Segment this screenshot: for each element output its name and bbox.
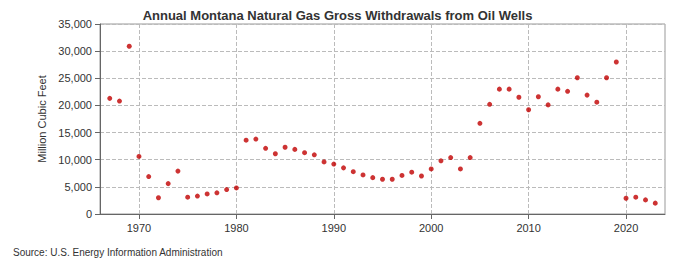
svg-text:1970: 1970 (127, 222, 151, 234)
svg-text:2000: 2000 (419, 222, 443, 234)
svg-text:0: 0 (86, 208, 92, 220)
svg-text:1990: 1990 (322, 222, 346, 234)
svg-text:15,000: 15,000 (58, 127, 92, 139)
svg-text:25,000: 25,000 (58, 72, 92, 84)
svg-text:5,000: 5,000 (64, 181, 92, 193)
svg-text:30,000: 30,000 (58, 45, 92, 57)
svg-text:Annual Montana Natural Gas Gro: Annual Montana Natural Gas Gross Withdra… (143, 8, 533, 23)
svg-text:35,000: 35,000 (58, 18, 92, 30)
svg-text:1980: 1980 (224, 222, 248, 234)
svg-text:2010: 2010 (516, 222, 540, 234)
svg-text:20,000: 20,000 (58, 99, 92, 111)
svg-text:Million Cubic Feet: Million Cubic Feet (36, 75, 48, 162)
svg-text:2020: 2020 (614, 222, 638, 234)
svg-text:10,000: 10,000 (58, 154, 92, 166)
svg-text:Source: U.S. Energy Informatio: Source: U.S. Energy Information Administ… (13, 247, 223, 258)
